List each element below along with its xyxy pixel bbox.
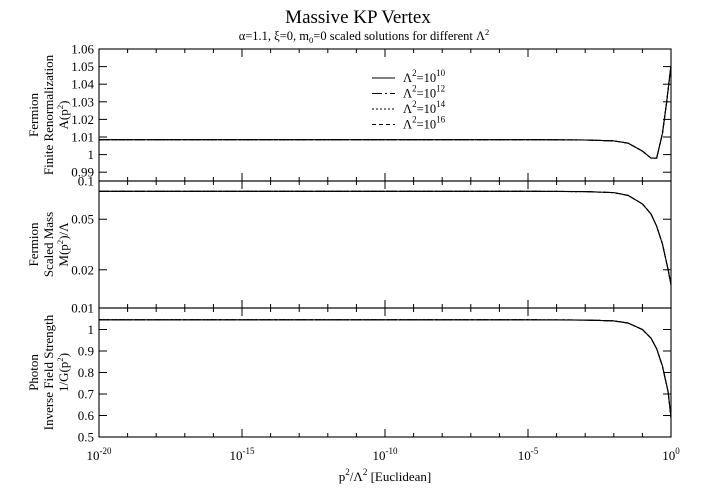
y-tick-label: 0.8 [78, 365, 94, 380]
panel-frame [98, 180, 672, 309]
legend-label: Λ2=1012 [403, 84, 445, 101]
series-line-G-3 [99, 319, 672, 418]
y-axis-label-line: Inverse Field Strength [41, 314, 56, 430]
legend-label: Λ2=1014 [403, 99, 446, 116]
y-tick-label: 1 [88, 147, 95, 162]
x-axis-label: p2/Λ2 [Euclidean] [339, 467, 431, 484]
panel-M: 0.01 0.02 0.05 0.1 Fermion Scaled Mass M(p2)/Λ [26, 174, 672, 316]
series-line-G-2 [99, 319, 672, 418]
y-axis-label-line: Fermion [26, 92, 41, 137]
panel-frame [98, 48, 672, 182]
y-tick-label: 1.01 [71, 130, 94, 145]
series-line-M-4 [99, 190, 672, 286]
chart-title: Massive KP Vertex [285, 7, 431, 28]
y-axis-label-line: Scaled Mass [41, 212, 56, 277]
series-line-M-2 [99, 190, 672, 286]
x-tick-label: 10-20 [87, 446, 112, 463]
y-axis-label-line: M(p2)/Λ [55, 222, 71, 267]
panel-A: 0.99 1 1.01 1.02 1.03 1.04 1.05 1.06 Fermion Fini… [26, 42, 672, 182]
panel-frame [98, 307, 672, 438]
x-tick-label: 10-15 [230, 446, 255, 463]
y-axis-label-line: A(p2) [55, 101, 71, 130]
legend-label: Λ2=1010 [403, 68, 446, 85]
y-tick-label: 0.99 [71, 165, 94, 180]
series-line-G-1 [99, 319, 672, 418]
y-axis-label-line: Finite Renormalization [41, 54, 56, 175]
y-tick-label: 0.05 [71, 212, 94, 227]
y-tick-label: 0.1 [78, 174, 94, 189]
x-tick-label: 10-10 [373, 446, 398, 463]
y-tick-label: 0.7 [78, 387, 95, 402]
y-tick-label: 0.01 [71, 301, 94, 316]
chart-subtitle: α=1.1, ξ=0, m0=0 scaled solutions for di… [239, 27, 490, 45]
legend-label: Λ2=1016 [403, 115, 446, 132]
y-tick-label: 1.06 [71, 42, 94, 57]
y-tick-label: 0.9 [78, 344, 94, 359]
series-line-A-3 [99, 64, 672, 159]
y-tick-label: 1.02 [71, 112, 94, 127]
series-line-A-1 [99, 64, 672, 159]
x-tick-label: 10-5 [518, 446, 539, 463]
y-tick-label: 1.04 [71, 77, 94, 92]
panel-G: 0.5 0.6 0.7 0.8 0.9 1 Photon Inverse Field Stre… [26, 307, 672, 445]
y-axis-label-line: 1/G(p2) [55, 353, 71, 392]
series-line-A-4 [99, 64, 672, 159]
series-line-M-3 [99, 190, 672, 286]
x-tick-label: 100 [662, 446, 680, 463]
y-tick-label: 0.02 [71, 262, 94, 277]
series-line-G-4 [99, 319, 672, 418]
y-tick-label: 0.5 [78, 430, 94, 445]
y-tick-label: 1.05 [71, 59, 94, 74]
y-tick-label: 0.6 [78, 408, 95, 423]
series-line-A-2 [99, 64, 672, 159]
y-axis-label-line: Fermion [26, 222, 41, 267]
series-line-M-1 [99, 190, 672, 286]
y-tick-label: 1.03 [71, 94, 94, 109]
y-axis-label-line: Photon [26, 354, 41, 391]
y-tick-label: 1 [88, 322, 95, 337]
